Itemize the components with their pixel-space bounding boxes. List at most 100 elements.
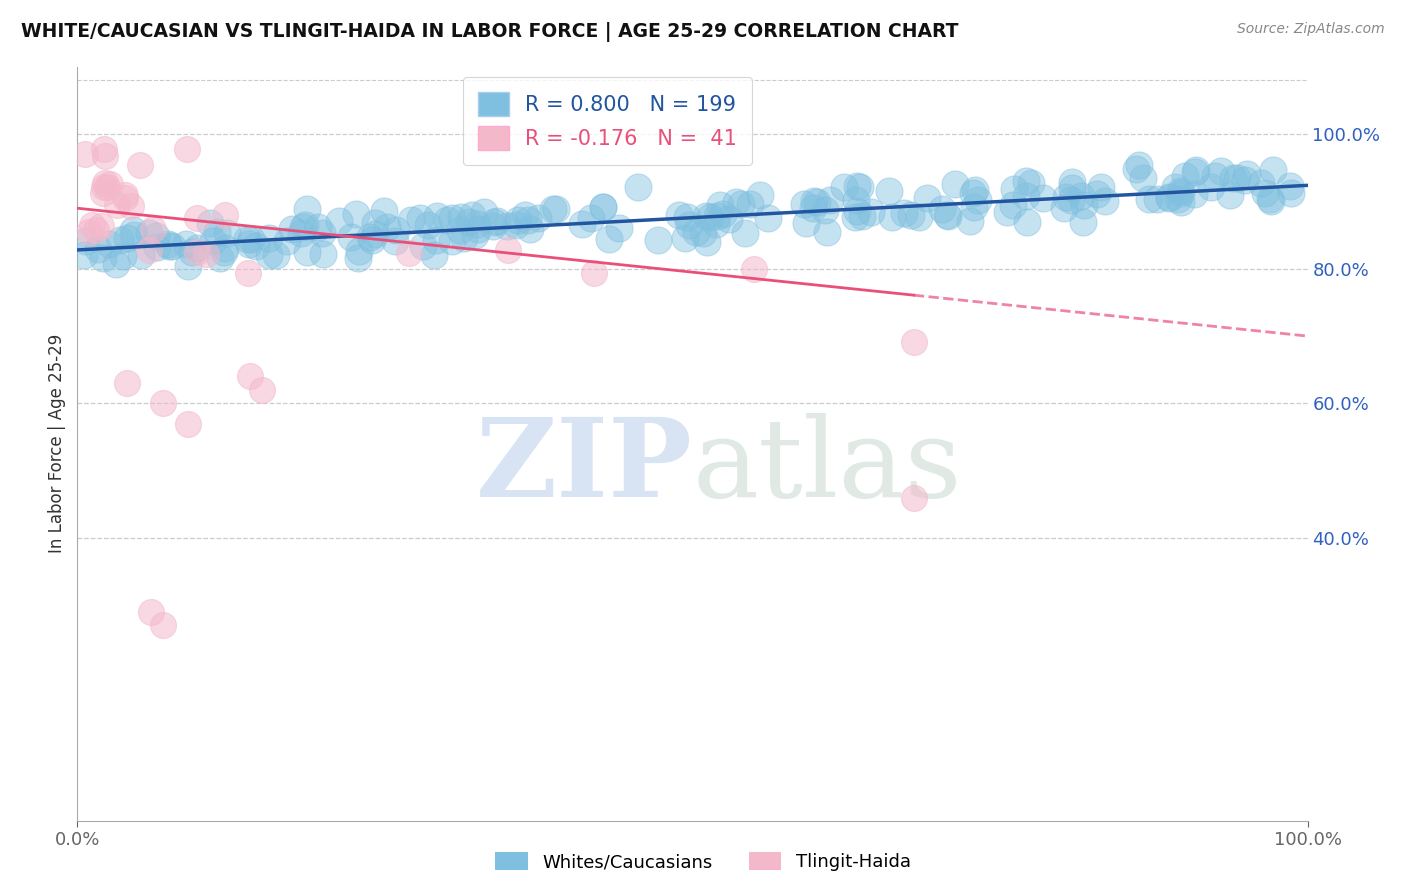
Point xyxy=(592,200,614,214)
Point xyxy=(97,236,120,251)
Point xyxy=(845,193,868,207)
Point xyxy=(571,217,593,231)
Point xyxy=(696,235,718,250)
Point xyxy=(312,247,335,261)
Point xyxy=(120,199,142,213)
Point xyxy=(238,236,260,251)
Point xyxy=(152,396,174,410)
Point xyxy=(1222,171,1244,186)
Point xyxy=(900,208,922,222)
Point xyxy=(1250,177,1272,191)
Point xyxy=(87,242,110,256)
Text: atlas: atlas xyxy=(693,413,962,520)
Point xyxy=(756,211,779,225)
Point xyxy=(711,207,734,221)
Point xyxy=(344,207,367,221)
Point xyxy=(177,259,200,273)
Point xyxy=(257,247,280,261)
Point xyxy=(276,234,298,248)
Point xyxy=(194,247,217,261)
Point xyxy=(704,217,727,231)
Point xyxy=(1278,179,1301,194)
Point xyxy=(375,219,398,234)
Point xyxy=(742,262,765,277)
Point xyxy=(398,245,420,260)
Point xyxy=(449,222,471,236)
Point xyxy=(1090,179,1112,194)
Point xyxy=(201,235,224,249)
Point xyxy=(801,201,824,215)
Point xyxy=(1132,170,1154,185)
Point xyxy=(214,241,236,255)
Point xyxy=(1015,189,1038,203)
Point xyxy=(962,186,984,200)
Text: WHITE/CAUCASIAN VS TLINGIT-HAIDA IN LABOR FORCE | AGE 25-29 CORRELATION CHART: WHITE/CAUCASIAN VS TLINGIT-HAIDA IN LABO… xyxy=(21,22,959,42)
Point xyxy=(963,200,986,214)
Point xyxy=(239,232,262,246)
Point xyxy=(145,228,167,243)
Point xyxy=(311,226,333,240)
Point xyxy=(1182,187,1205,202)
Point xyxy=(399,213,422,227)
Point xyxy=(409,211,432,225)
Point xyxy=(541,202,564,216)
Point xyxy=(453,231,475,245)
Point xyxy=(281,222,304,236)
Text: ZIP: ZIP xyxy=(475,413,693,520)
Point xyxy=(699,210,721,224)
Point xyxy=(814,203,837,218)
Point xyxy=(832,180,855,194)
Point xyxy=(235,231,257,245)
Point xyxy=(1146,192,1168,206)
Point xyxy=(583,266,606,280)
Point xyxy=(685,225,707,239)
Point xyxy=(1174,169,1197,184)
Point xyxy=(1094,194,1116,209)
Point xyxy=(806,195,828,210)
Point xyxy=(936,208,959,222)
Point xyxy=(73,247,96,261)
Point xyxy=(496,219,519,234)
Point xyxy=(295,245,318,260)
Point xyxy=(364,216,387,230)
Point xyxy=(1236,167,1258,181)
Text: Source: ZipAtlas.com: Source: ZipAtlas.com xyxy=(1237,22,1385,37)
Point xyxy=(208,251,231,265)
Point xyxy=(893,206,915,220)
Point xyxy=(1170,186,1192,200)
Point xyxy=(384,235,406,249)
Point xyxy=(359,230,381,244)
Point xyxy=(174,236,197,251)
Point xyxy=(706,209,728,223)
Point xyxy=(346,251,368,265)
Point xyxy=(496,243,519,257)
Point xyxy=(627,180,650,194)
Point xyxy=(1184,165,1206,179)
Point xyxy=(485,214,508,228)
Point xyxy=(1128,158,1150,172)
Point xyxy=(339,230,361,244)
Point xyxy=(91,186,114,201)
Point xyxy=(1209,164,1232,178)
Point xyxy=(513,208,536,222)
Point xyxy=(938,209,960,223)
Point xyxy=(294,218,316,232)
Point xyxy=(138,243,160,257)
Point xyxy=(1258,192,1281,206)
Point xyxy=(117,231,139,245)
Point xyxy=(93,142,115,156)
Point xyxy=(675,210,697,224)
Point xyxy=(93,180,115,194)
Point xyxy=(236,266,259,280)
Point xyxy=(903,334,925,349)
Point xyxy=(692,226,714,240)
Point xyxy=(250,383,273,397)
Point xyxy=(264,248,287,262)
Point xyxy=(146,240,169,254)
Point xyxy=(673,230,696,244)
Point xyxy=(105,257,128,271)
Point xyxy=(384,223,406,237)
Point xyxy=(517,212,540,227)
Point xyxy=(484,215,506,229)
Point xyxy=(851,210,873,224)
